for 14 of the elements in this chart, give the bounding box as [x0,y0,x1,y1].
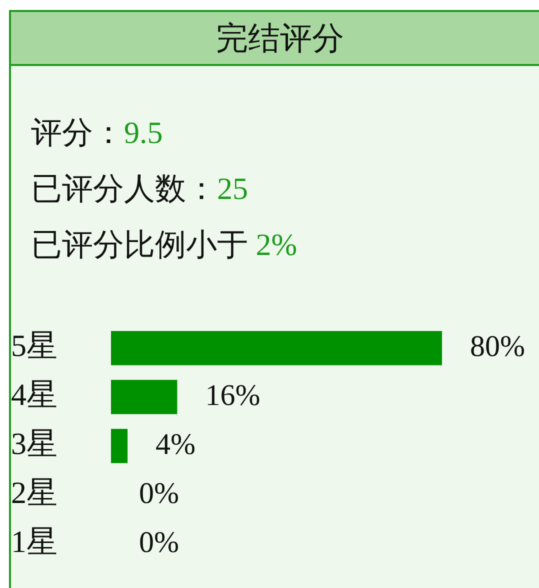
data-label: 16% [205,378,260,412]
chart-title: 完结评分 [11,12,539,66]
y-tick-label: 4星 [11,377,58,412]
y-tick-label: 1星 [11,524,58,560]
y-tick-label: 3星 [11,426,58,462]
text: 已评分人数：25 [31,171,248,206]
y-tick-label: 5星 [11,328,58,364]
text: 评分：9.5 [31,115,163,150]
data-label: 4% [156,428,196,461]
data-label: 0% [139,476,179,510]
y-tick-label: 2星 [11,475,58,510]
data-label: 0% [139,526,179,559]
text: 已评分比例小于 2% [31,227,298,262]
data-label: 80% [470,330,525,363]
